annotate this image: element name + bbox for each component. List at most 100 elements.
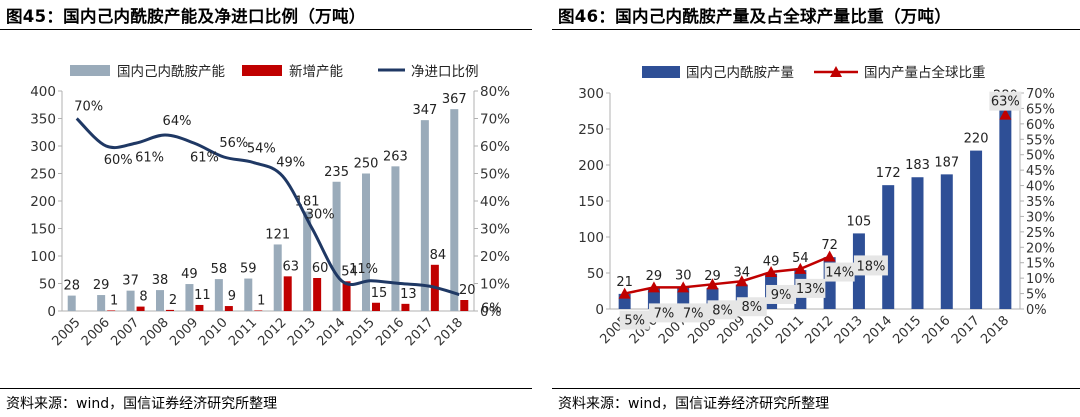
line-net-import-ratio	[75, 117, 460, 296]
bar-production	[940, 174, 953, 309]
y-right-tick-label: 25%	[1026, 226, 1055, 241]
bar-capacity-label: 59	[240, 262, 257, 277]
x-tick-label: 2010	[197, 315, 231, 349]
y-right-tick-label: 45%	[1026, 164, 1055, 179]
y-right-tick-label: 30%	[1026, 210, 1055, 225]
bar-new-capacity-label: 15	[371, 286, 388, 301]
share-label: 8%	[741, 300, 762, 315]
bar-capacity-label: 58	[211, 262, 228, 277]
bar-production-label: 34	[734, 266, 751, 281]
line-point-marker	[823, 250, 836, 262]
bar-new-capacity-label: 54	[341, 264, 358, 279]
left-source-note: 资料来源：wind，国信证券经济研究所整理	[6, 396, 278, 412]
line-point-label: 6%	[481, 302, 502, 317]
left-source-rule	[0, 388, 532, 389]
legend-label-production: 国内己内酰胺产量	[686, 65, 794, 81]
bar-capacity	[391, 166, 400, 311]
y-left-tick-label: 50	[39, 277, 56, 293]
bar-capacity	[214, 279, 223, 311]
left-panel: 图45：国内己内酰胺产能及净进口比例（万吨） 国内己内酰胺产能 新增产能 净进口比例…	[0, 0, 532, 417]
x-tick-label: 2007	[108, 315, 142, 349]
y-right-tick-label: 60%	[1026, 118, 1055, 133]
right-chart: 国内己内酰胺产量 国内产量占全球比重0501001502002503000%5%1…	[578, 64, 1055, 347]
line-point-label: 54%	[247, 142, 276, 157]
y-right-tick-label: 50%	[1026, 149, 1055, 164]
bar-production-label: 183	[905, 158, 930, 173]
legend-swatch-production	[642, 66, 680, 78]
bar-new-capacity	[283, 276, 292, 311]
y-right-tick-label: 70%	[1026, 87, 1055, 102]
bar-capacity	[185, 284, 194, 311]
x-tick-label: 2013	[832, 313, 866, 347]
bar-new-capacity	[460, 300, 469, 311]
x-tick-label: 2015	[344, 315, 378, 349]
share-label: 9%	[771, 288, 792, 303]
share-label-box	[648, 303, 679, 323]
bar-capacity	[362, 173, 370, 311]
legend-swatch-share-marker	[830, 66, 842, 77]
bar-production-label: 29	[646, 269, 663, 284]
y-left-tick-label: 300	[30, 139, 56, 155]
y-right-tick-label: 40%	[1026, 180, 1055, 195]
bar-capacity-label: 38	[152, 273, 169, 288]
line-point-marker	[999, 108, 1012, 120]
bar-capacity-label: 49	[181, 267, 198, 282]
x-tick-label: 2011	[226, 315, 260, 349]
bar-new-capacity-label: 84	[430, 248, 447, 263]
y-left-tick-label: 50	[587, 266, 604, 282]
x-tick-label: 2009	[167, 315, 201, 349]
bar-production-label: 21	[616, 275, 633, 290]
share-label-box	[707, 300, 738, 320]
bar-capacity-label: 367	[442, 92, 467, 107]
line-point-label: 30%	[306, 208, 335, 223]
line-point-marker	[794, 262, 807, 274]
bar-production-label: 172	[876, 166, 901, 181]
x-tick-label: 2018	[978, 313, 1012, 347]
share-label: 8%	[712, 303, 733, 318]
bar-capacity	[126, 290, 135, 311]
bar-capacity-label: 28	[63, 279, 80, 294]
x-tick-label: 2018	[432, 315, 466, 349]
share-label: 63%	[991, 95, 1020, 110]
share-label-box	[795, 278, 826, 298]
legend-label-1: 新增产能	[289, 64, 343, 80]
y-left-tick-label: 200	[30, 194, 56, 210]
y-right-tick-label: 40%	[480, 194, 510, 210]
y-left-tick-label: 150	[30, 222, 56, 238]
line-point-marker	[677, 281, 690, 293]
y-left-tick-label: 250	[30, 167, 56, 183]
x-tick-label: 2017	[949, 313, 983, 347]
line-point-label: 49%	[276, 155, 305, 170]
bar-capacity-label: 347	[412, 103, 437, 118]
share-label: 7%	[654, 306, 675, 321]
bar-capacity	[97, 295, 106, 311]
share-label: 14%	[825, 266, 854, 281]
bar-capacity-label: 121	[265, 227, 290, 242]
bar-capacity	[332, 181, 341, 311]
y-left-tick-label: 100	[30, 249, 56, 265]
annotation-box	[853, 255, 888, 276]
y-right-tick-label: 15%	[1026, 257, 1055, 272]
share-label-box	[678, 303, 709, 323]
line-point-label: 11%	[349, 262, 378, 277]
line-point-marker	[765, 265, 778, 277]
left-title-rule	[0, 29, 532, 30]
bar-new-capacity	[195, 304, 204, 311]
x-tick-label: 2017	[403, 315, 437, 349]
x-tick-label: 2016	[920, 313, 954, 347]
bar-new-capacity-label: 9	[228, 289, 236, 304]
bar-new-capacity	[342, 281, 351, 311]
bar-production-label: 105	[847, 214, 872, 229]
y-left-tick-label: 400	[30, 84, 56, 100]
bar-new-capacity	[166, 309, 174, 311]
share-label: 7%	[683, 306, 704, 321]
y-right-tick-label: 50%	[480, 167, 510, 183]
x-tick-label: 2016	[373, 315, 407, 349]
legend-label-0: 国内己内酰胺产能	[117, 64, 225, 80]
left-chart: 国内己内酰胺产能 新增产能 净进口比例 0 50 100 150 200 250 300 350 40…	[30, 64, 510, 349]
bar-capacity-label: 250	[354, 157, 379, 172]
bar-new-capacity-label: 2	[169, 293, 177, 308]
line-point-label: 56%	[219, 136, 248, 151]
bar-new-capacity-label: 60	[312, 261, 329, 276]
x-tick-label: 2006	[79, 315, 113, 349]
